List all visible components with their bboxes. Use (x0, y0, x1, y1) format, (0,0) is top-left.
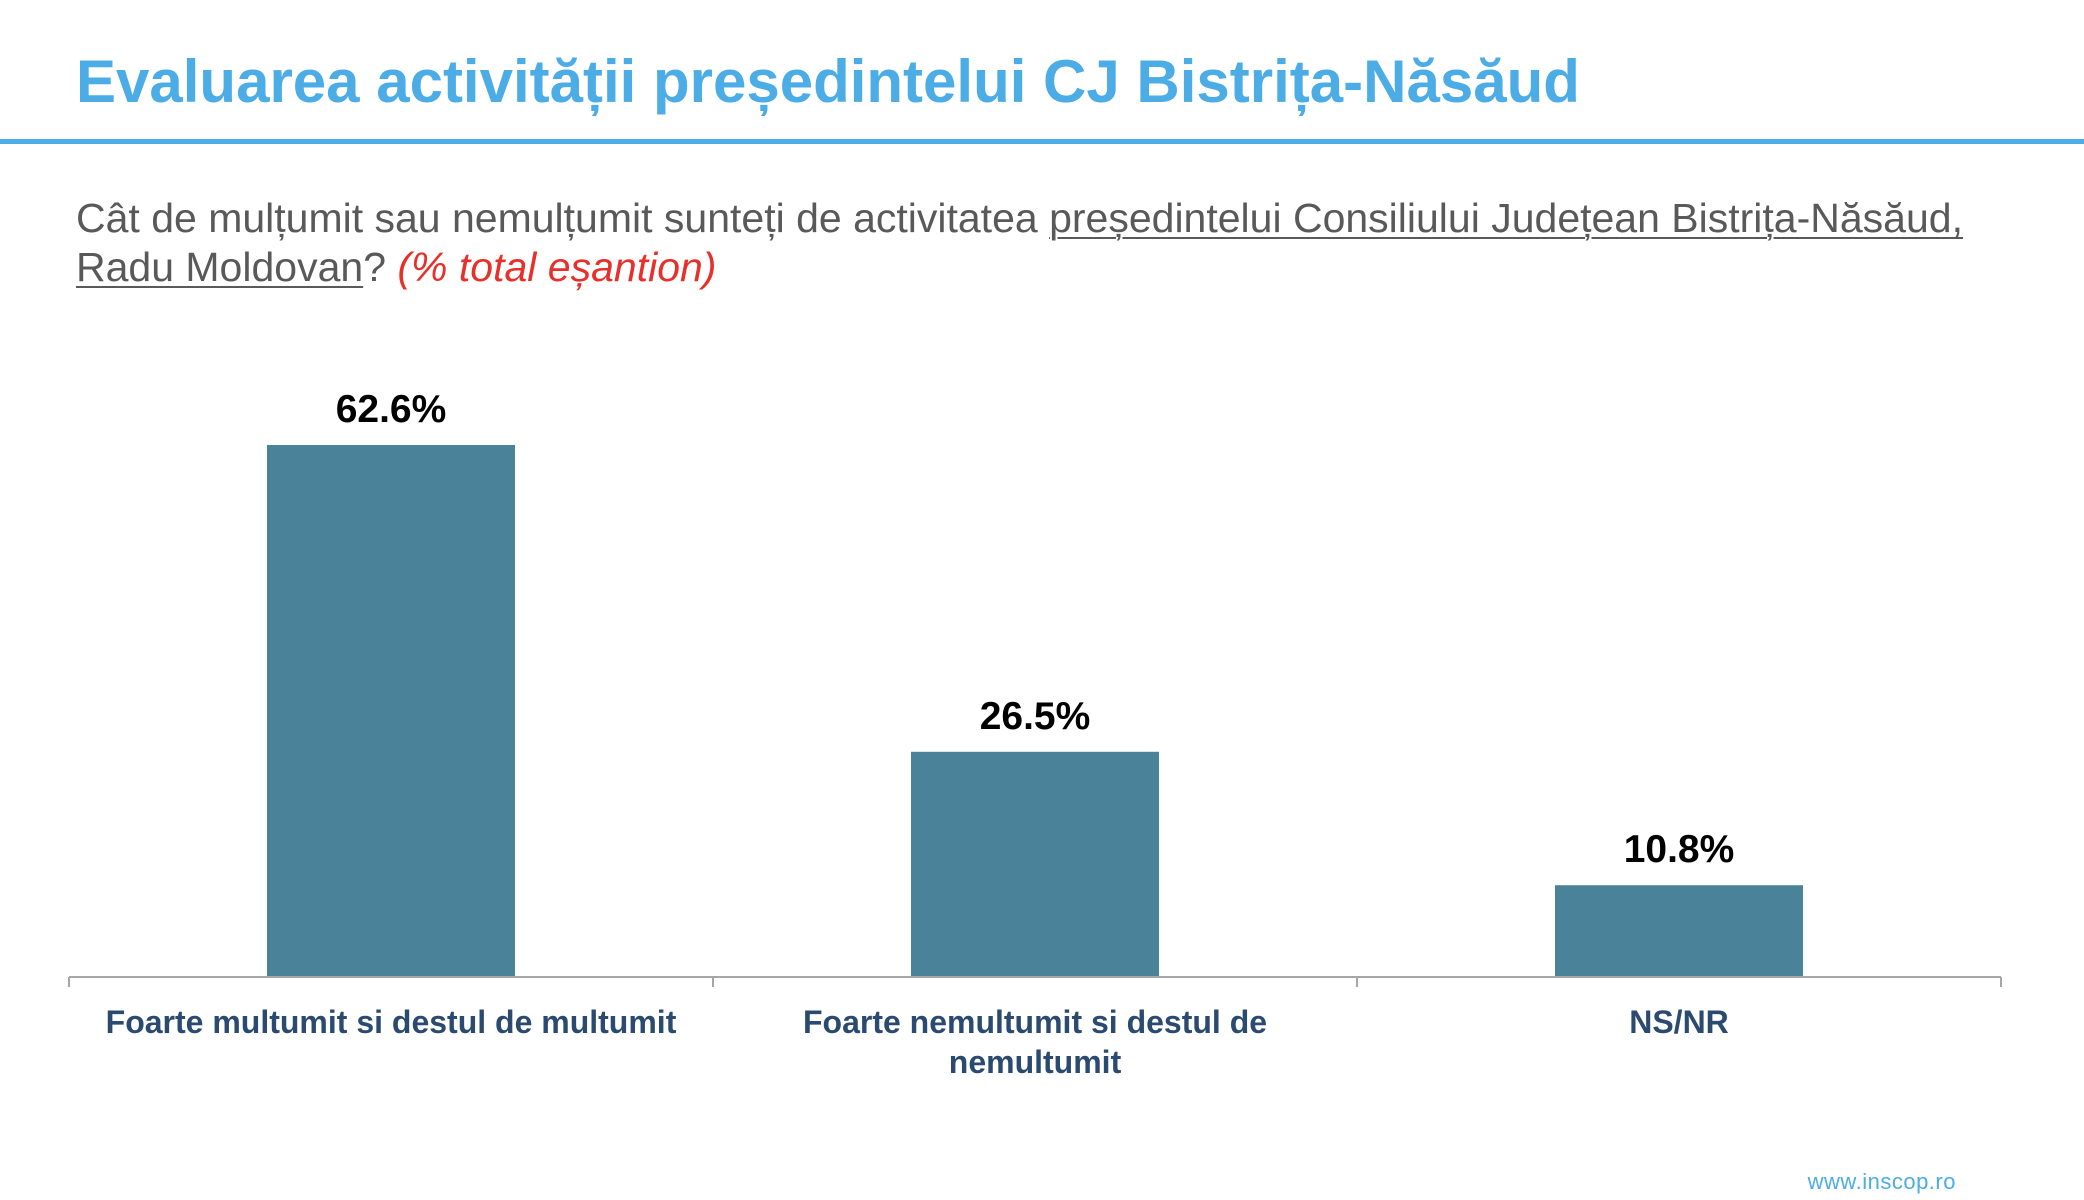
category-label: Foarte nemultumit si destul de nemultumit (803, 1004, 1267, 1080)
footer-url[interactable]: www.inscop.ro (1807, 1169, 1956, 1194)
category-label-line: Foarte nemultumit si destul de (803, 1004, 1267, 1040)
bars-group (267, 445, 1803, 977)
category-label-line: nemultumit (949, 1044, 1122, 1080)
survey-question: Cât de mulțumit sau nemulțumit sunteți d… (76, 194, 1976, 292)
category-label-line: Foarte multumit si destul de multumit (106, 1004, 677, 1040)
x-axis (68, 976, 2002, 987)
data-label: 10.8% (1624, 828, 1735, 871)
data-label: 62.6% (336, 388, 447, 431)
category-label: NS/NR (1629, 1004, 1729, 1040)
question-prefix: Cât de mulțumit sau nemulțumit sunteți d… (76, 195, 1050, 241)
sample-note: (% total eșantion) (397, 244, 717, 290)
data-label: 26.5% (980, 695, 1091, 738)
category-label: Foarte multumit si destul de multumit (106, 1004, 677, 1040)
category-label-line: NS/NR (1629, 1004, 1729, 1040)
title-underline (0, 139, 2084, 144)
question-mark: ? (363, 244, 386, 290)
bar-1 (267, 445, 515, 977)
bar-3 (1555, 885, 1803, 977)
slide-title: Evaluarea activității președintelui CJ B… (76, 48, 1580, 115)
bar-2 (911, 751, 1159, 977)
question-subject: președintelui Consiliului Județean Bistr… (76, 195, 1963, 290)
labels-group: 62.6% Foarte multumit si destul de multum… (106, 388, 1735, 1080)
